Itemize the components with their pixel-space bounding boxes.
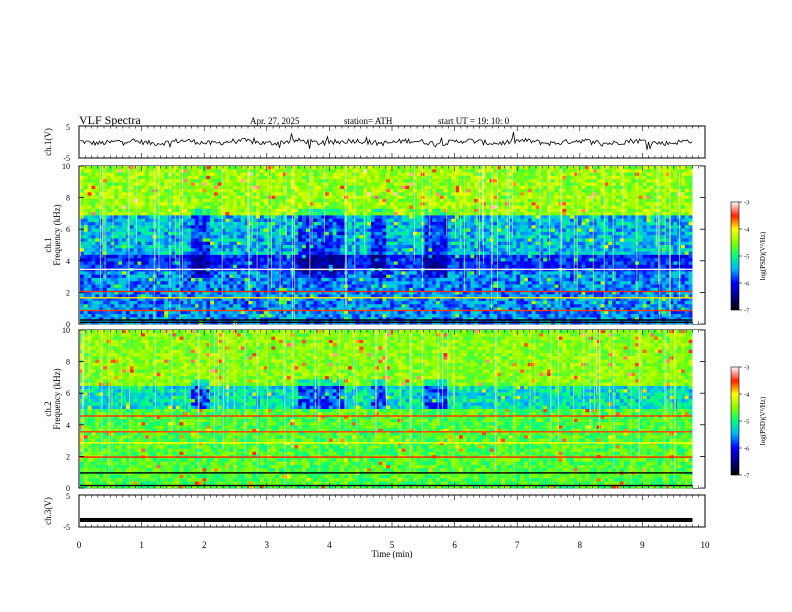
- y-tick-label: 8: [66, 194, 70, 203]
- ch3-waveform-line: [80, 517, 693, 522]
- y-tick-label: 4: [66, 421, 70, 430]
- y-tick-label: 2: [66, 288, 70, 297]
- colorbar-tick-label: -7: [744, 473, 750, 480]
- time-axis: 0 1 2 3 4 5 6 7 8 9 10: [77, 126, 710, 550]
- ch2-spec-ylabel-frequency: Frequency (kHz): [52, 368, 62, 429]
- x-tick-label: 4: [327, 540, 332, 550]
- x-tick-label: 3: [265, 540, 270, 550]
- x-tick-label: 1: [139, 540, 144, 550]
- ch1-ytick-bottom: -5: [63, 154, 70, 163]
- colorbar-tick-label: -5: [744, 254, 749, 261]
- x-tick-label: 8: [578, 540, 583, 550]
- ch3-ytick-bottom: -5: [63, 523, 70, 532]
- ch1-waveform-panel: 5 -5 ch.1(V): [43, 123, 706, 163]
- colorbar-tick-label: -3: [744, 200, 749, 207]
- ch2-spectrogram-image: [80, 330, 705, 489]
- y-tick-label: 6: [66, 389, 70, 398]
- colorbar-tick-label: -3: [744, 365, 749, 372]
- y-tick-label: 6: [66, 225, 70, 234]
- x-tick-label: 0: [77, 540, 82, 550]
- station-label: station= ATH: [344, 116, 393, 126]
- ch2-spectrogram-panel: 10 8 6 4 2 0 ch.2 Frequency (kHz): [43, 326, 706, 493]
- y-tick-label: 0: [66, 320, 70, 329]
- date-label: Apr. 27, 2025: [250, 116, 300, 126]
- x-tick-label: 2: [202, 540, 207, 550]
- x-tick-label: 7: [515, 540, 520, 550]
- ch1-spec-ylabel-frequency: Frequency (kHz): [52, 204, 62, 265]
- y-tick-label: 0: [66, 484, 70, 493]
- x-tick-label: 9: [640, 540, 645, 550]
- ch1-ytick-top: 5: [66, 123, 70, 132]
- x-tick-label: 5: [390, 540, 395, 550]
- y-tick-label: 10: [62, 326, 70, 335]
- ch2-colorbar: -3 -4 -5 -6 -7 log(PSD)(V²/Hz): [730, 365, 767, 480]
- ch1-colorbar-label: log(PSD)(V²/Hz): [759, 231, 767, 280]
- y-tick-label: 4: [66, 257, 70, 266]
- colorbar-tick-label: -4: [744, 227, 750, 234]
- ch1-waveform-ylabel: ch.1(V): [43, 128, 53, 156]
- figure-title: VLF Spectra: [79, 113, 141, 127]
- ch1-waveform-line: [79, 131, 693, 151]
- ch1-spectrogram-panel: 10 8 6 4 2 0 ch.1 Frequency (kHz): [43, 162, 706, 329]
- y-tick-label: 10: [62, 162, 70, 171]
- colorbar-tick-label: -6: [744, 446, 750, 453]
- x-tick-label: 10: [701, 540, 711, 550]
- colorbar-tick-label: -4: [744, 392, 750, 399]
- ch1-colorbar: -3 -4 -5 -6 -7 log(PSD)(V²/Hz): [730, 200, 767, 315]
- ch3-waveform-ylabel: ch.3(V): [43, 497, 53, 525]
- start-time-label: start UT = 19: 10: 0: [438, 116, 510, 126]
- x-tick-label: 6: [452, 540, 457, 550]
- colorbar-tick-label: -6: [744, 281, 750, 288]
- ch2-colorbar-label: log(PSD)(V²/Hz): [759, 396, 767, 445]
- ch1-spectrogram-image: [80, 166, 705, 325]
- y-tick-label: 2: [66, 452, 70, 461]
- time-axis-label: Time (min): [372, 549, 413, 559]
- ch1-spec-ylabel-channel: ch.1: [43, 237, 53, 252]
- ch2-spec-ylabel-channel: ch.2: [43, 401, 53, 416]
- y-tick-label: 8: [66, 358, 70, 367]
- ch3-waveform-panel: 5 -5 ch.3(V): [43, 492, 706, 532]
- colorbar-tick-label: -7: [744, 308, 750, 315]
- colorbar-tick-label: -5: [744, 419, 749, 426]
- ch3-ytick-top: 5: [66, 492, 70, 501]
